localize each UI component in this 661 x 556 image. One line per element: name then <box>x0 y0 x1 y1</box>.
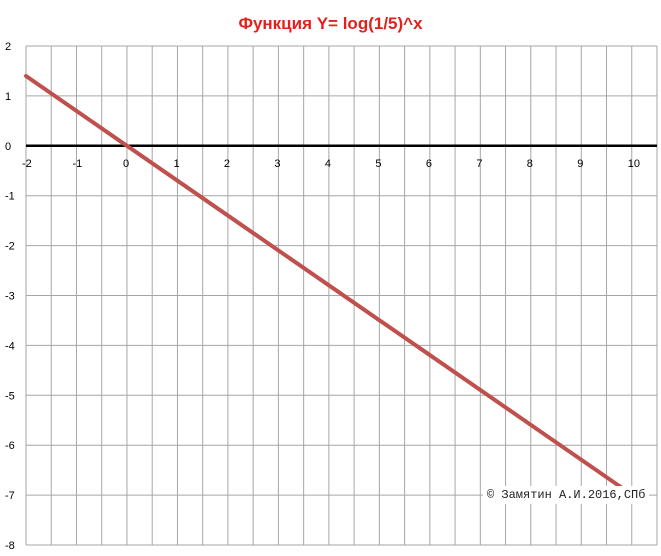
y-tick-label: 0 <box>5 141 11 153</box>
y-tick-label: -6 <box>5 440 15 452</box>
x-tick-label: -1 <box>72 158 82 170</box>
x-tick-label: 2 <box>224 158 230 170</box>
x-tick-label: 1 <box>173 158 179 170</box>
x-tick-label: 7 <box>476 158 482 170</box>
x-tick-label: 3 <box>274 158 280 170</box>
series-line <box>24 74 644 504</box>
chart-title: Функция Y= log(1/5)^x <box>238 14 423 33</box>
x-tick-label: 5 <box>375 158 381 170</box>
copyright-annotation: © Замятин А.И.2016,СПб <box>483 486 650 504</box>
y-tick-label: 1 <box>5 91 11 103</box>
x-tick-label: 8 <box>527 158 533 170</box>
x-tick-label: -2 <box>22 158 32 170</box>
y-tick-label: -5 <box>5 390 15 402</box>
x-tick-label: 4 <box>325 158 331 170</box>
x-tick-label: 9 <box>577 158 583 170</box>
y-tick-label: -3 <box>5 291 15 303</box>
y-tick-label: -2 <box>5 241 15 253</box>
x-tick-label: 10 <box>628 158 640 170</box>
x-tick-label: 6 <box>426 158 432 170</box>
y-tick-label: -4 <box>5 340 15 352</box>
y-tick-label: -1 <box>5 191 15 203</box>
x-tick-label: 0 <box>123 158 129 170</box>
y-tick-label: -8 <box>5 540 15 552</box>
y-tick-label: 2 <box>5 41 11 53</box>
y-tick-label: -7 <box>5 490 15 502</box>
